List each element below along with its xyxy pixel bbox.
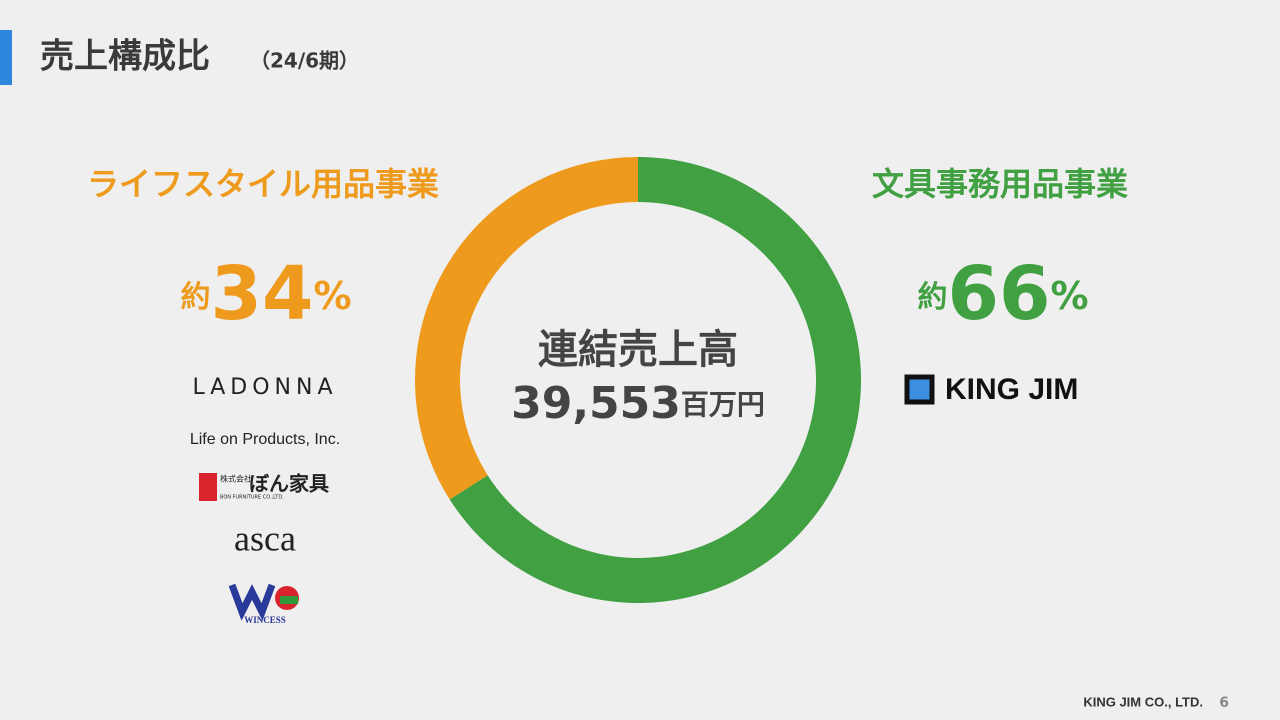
bon-mark bbox=[199, 473, 217, 501]
center-total: 39,553百万円 bbox=[511, 378, 765, 429]
brand-lifeon: Life on Products, Inc. bbox=[190, 431, 340, 448]
brand-bon: 株式会社 ぼん家具 BON FURNITURE CO.,LTD. bbox=[199, 472, 329, 501]
donut bbox=[415, 157, 861, 603]
center-title: 連結売上高 bbox=[538, 327, 738, 373]
subtitle: （24/6期） bbox=[250, 49, 359, 73]
title: 売上構成比 bbox=[40, 37, 210, 77]
brand-ladonna: LADONNA bbox=[192, 375, 337, 400]
wincess-text: WINCESS bbox=[244, 615, 286, 625]
brand-asca: asca bbox=[234, 518, 296, 558]
brand-wincess: WINCESS bbox=[228, 583, 299, 625]
label-prefix: 約 bbox=[180, 280, 210, 315]
wincess-bar bbox=[280, 596, 298, 604]
donut-segment bbox=[415, 157, 638, 500]
center-value: 39,553 bbox=[511, 378, 681, 429]
bon-corp: 株式会社 bbox=[220, 474, 252, 484]
center-unit: 百万円 bbox=[681, 388, 765, 421]
value-label: 約66% bbox=[917, 251, 1088, 337]
title-bar bbox=[0, 30, 12, 85]
category-label: 文具事務用品事業 bbox=[872, 165, 1128, 203]
wincess-mark bbox=[228, 583, 276, 621]
footer-company: KING JIM CO., LTD. bbox=[1083, 694, 1203, 709]
brand-kingjim: KING JIM bbox=[904, 373, 1078, 406]
bon-name: ぼん家具 bbox=[249, 472, 329, 496]
kingjim-mark bbox=[904, 374, 935, 405]
label-suffix: % bbox=[313, 274, 351, 318]
label-suffix: % bbox=[1050, 274, 1088, 318]
label-prefix: 約 bbox=[917, 280, 947, 315]
value-number: 66 bbox=[947, 251, 1050, 337]
value-number: 34 bbox=[210, 251, 313, 337]
kingjim-text: KING JIM bbox=[945, 373, 1078, 406]
category-label: ライフスタイル用品事業 bbox=[87, 165, 439, 203]
value-label: 約34% bbox=[180, 251, 351, 337]
page-number: 6 bbox=[1219, 695, 1229, 711]
bon-en: BON FURNITURE CO.,LTD. bbox=[220, 495, 284, 501]
